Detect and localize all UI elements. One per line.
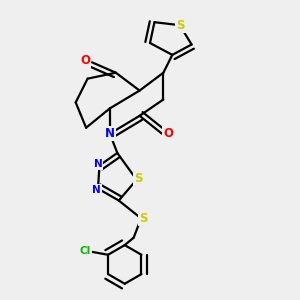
Text: N: N [94, 159, 102, 169]
Text: N: N [92, 185, 101, 195]
Text: Cl: Cl [80, 246, 91, 256]
Text: S: S [139, 212, 148, 225]
Text: S: S [176, 19, 185, 32]
Text: N: N [105, 127, 115, 140]
Text: S: S [134, 172, 142, 185]
Text: O: O [80, 54, 91, 67]
Text: O: O [164, 127, 173, 140]
